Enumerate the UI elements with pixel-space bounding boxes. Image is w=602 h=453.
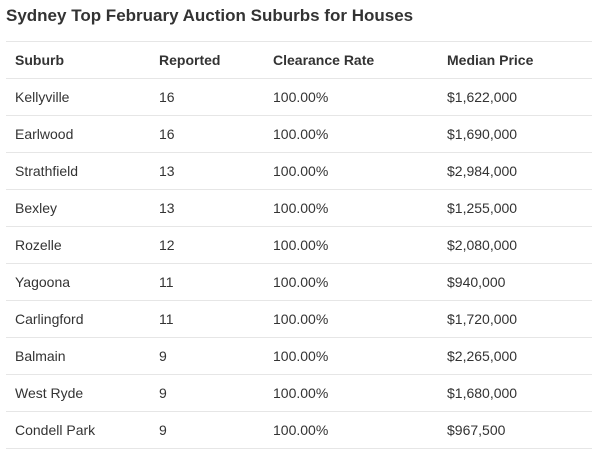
table-row: West Ryde 9 100.00% $1,680,000: [6, 374, 592, 412]
cell-suburb: Balmain: [6, 337, 159, 375]
table-row: Rozelle 12 100.00% $2,080,000: [6, 226, 592, 264]
cell-reported: 13: [159, 152, 273, 190]
table-title: Sydney Top February Auction Suburbs for …: [6, 6, 414, 25]
cell-clearance-rate: 100.00%: [273, 78, 447, 116]
cell-median-price: $1,720,000: [447, 300, 592, 338]
table-row: Carlingford 11 100.00% $1,720,000: [6, 300, 592, 338]
cell-median-price: $1,622,000: [447, 78, 592, 116]
cell-suburb: Strathfield: [6, 152, 159, 190]
table-row: Kellyville 16 100.00% $1,622,000: [6, 78, 592, 116]
table-header-row: Suburb Reported Clearance Rate Median Pr…: [6, 41, 592, 79]
cell-median-price: $1,690,000: [447, 115, 592, 153]
table-body: Kellyville 16 100.00% $1,622,000 Earlwood 16 1…: [6, 78, 592, 449]
cell-suburb: Earlwood: [6, 115, 159, 153]
cell-clearance-rate: 100.00%: [273, 337, 447, 375]
cell-clearance-rate: 100.00%: [273, 115, 447, 153]
cell-suburb: West Ryde: [6, 374, 159, 412]
auction-table: Suburb Reported Clearance Rate Median Pr…: [6, 41, 592, 449]
table-row: Condell Park 9 100.00% $967,500: [6, 411, 592, 449]
cell-clearance-rate: 100.00%: [273, 263, 447, 301]
cell-reported: 11: [159, 263, 273, 301]
table-row: Bexley 13 100.00% $1,255,000: [6, 189, 592, 227]
cell-reported: 16: [159, 78, 273, 116]
table-row: Yagoona 11 100.00% $940,000: [6, 263, 592, 301]
cell-clearance-rate: 100.00%: [273, 226, 447, 264]
cell-suburb: Carlingford: [6, 300, 159, 338]
header-median-price: Median Price: [447, 41, 592, 79]
cell-clearance-rate: 100.00%: [273, 189, 447, 227]
cell-median-price: $2,080,000: [447, 226, 592, 264]
cell-suburb: Yagoona: [6, 263, 159, 301]
cell-reported: 9: [159, 374, 273, 412]
table-row: Earlwood 16 100.00% $1,690,000: [6, 115, 592, 153]
cell-reported: 16: [159, 115, 273, 153]
table-row: Balmain 9 100.00% $2,265,000: [6, 337, 592, 375]
header-clearance-rate: Clearance Rate: [273, 41, 447, 79]
cell-clearance-rate: 100.00%: [273, 152, 447, 190]
cell-suburb: Bexley: [6, 189, 159, 227]
cell-median-price: $1,255,000: [447, 189, 592, 227]
cell-median-price: $940,000: [447, 263, 592, 301]
cell-clearance-rate: 100.00%: [273, 300, 447, 338]
cell-median-price: $2,265,000: [447, 337, 592, 375]
cell-reported: 9: [159, 337, 273, 375]
cell-clearance-rate: 100.00%: [273, 411, 447, 449]
cell-reported: 13: [159, 189, 273, 227]
cell-median-price: $1,680,000: [447, 374, 592, 412]
cell-median-price: $967,500: [447, 411, 592, 449]
cell-suburb: Rozelle: [6, 226, 159, 264]
cell-median-price: $2,984,000: [447, 152, 592, 190]
cell-clearance-rate: 100.00%: [273, 374, 447, 412]
header-reported: Reported: [159, 41, 273, 79]
table-row: Strathfield 13 100.00% $2,984,000: [6, 152, 592, 190]
header-suburb: Suburb: [6, 41, 159, 79]
cell-reported: 9: [159, 411, 273, 449]
cell-reported: 12: [159, 226, 273, 264]
cell-suburb: Condell Park: [6, 411, 159, 449]
cell-reported: 11: [159, 300, 273, 338]
cell-suburb: Kellyville: [6, 78, 159, 116]
